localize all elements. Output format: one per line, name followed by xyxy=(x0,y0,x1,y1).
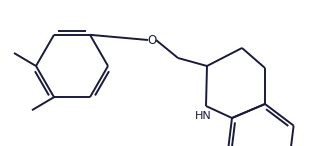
Text: O: O xyxy=(147,33,157,46)
Text: HN: HN xyxy=(195,111,211,121)
